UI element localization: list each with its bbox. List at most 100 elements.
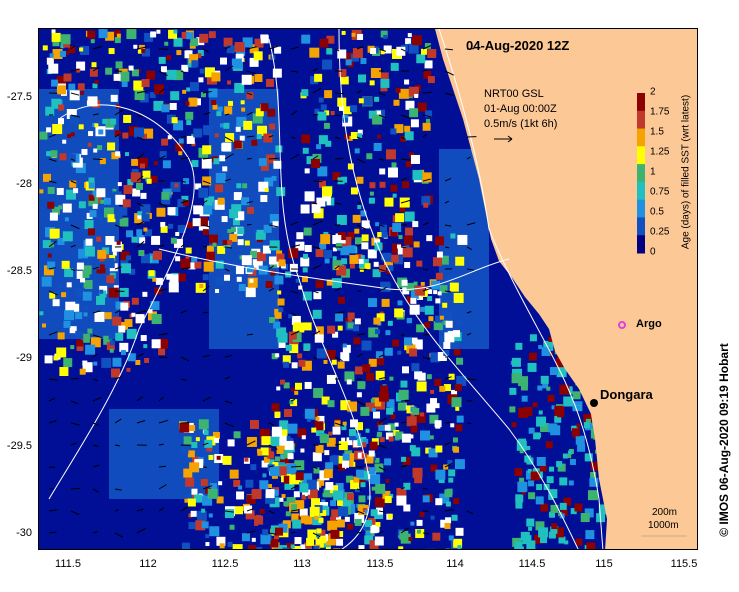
sst-patch bbox=[64, 217, 69, 222]
sst-patch bbox=[337, 361, 345, 369]
sst-patch bbox=[285, 543, 295, 549]
y-tick-label: -28.5 bbox=[6, 265, 32, 277]
sst-patch bbox=[338, 441, 348, 451]
sst-patch bbox=[329, 455, 339, 465]
sst-patch bbox=[225, 133, 235, 143]
sst-patch bbox=[411, 447, 421, 457]
sst-patch bbox=[295, 241, 305, 251]
sst-patch bbox=[390, 62, 399, 71]
current-arrow bbox=[290, 465, 301, 468]
sst-patch bbox=[319, 536, 327, 544]
sst-patch bbox=[98, 29, 108, 39]
sst-patch bbox=[289, 400, 294, 405]
sst-patch bbox=[168, 223, 174, 229]
sst-patch bbox=[277, 426, 288, 437]
sst-patch bbox=[406, 405, 415, 414]
sst-patch bbox=[548, 531, 556, 539]
sst-patch bbox=[585, 530, 595, 540]
sst-patch bbox=[318, 135, 328, 145]
sst-patch bbox=[278, 545, 287, 549]
sst-patch bbox=[175, 143, 184, 152]
current-arrow bbox=[114, 488, 122, 491]
sst-patch bbox=[380, 281, 391, 292]
sst-patch bbox=[326, 201, 331, 206]
sst-patch bbox=[115, 301, 124, 310]
sst-patch bbox=[362, 96, 372, 106]
credit-text: © IMOS 06-Aug-2020 09:19 Hobart bbox=[717, 343, 731, 537]
sst-patch bbox=[105, 31, 115, 41]
sst-patch bbox=[266, 447, 272, 453]
current-arrow bbox=[246, 223, 252, 226]
sst-patch bbox=[189, 462, 200, 473]
sst-patch bbox=[414, 285, 425, 296]
current-arrow bbox=[290, 290, 299, 294]
sst-patch bbox=[298, 285, 303, 290]
sst-patch bbox=[549, 366, 558, 375]
sst-patch bbox=[115, 61, 123, 69]
sst-patch bbox=[269, 538, 279, 548]
current-arrow bbox=[92, 113, 99, 116]
sst-patch bbox=[520, 383, 528, 391]
sst-patch bbox=[373, 142, 382, 151]
current-arrow bbox=[290, 531, 296, 534]
sst-patch bbox=[404, 131, 414, 141]
sst-patch bbox=[180, 258, 191, 269]
sst-patch bbox=[289, 263, 298, 272]
sst-patch bbox=[216, 496, 224, 504]
current-arrow bbox=[136, 396, 143, 402]
sst-patch bbox=[222, 240, 228, 246]
sst-patch bbox=[371, 407, 376, 412]
sst-patch bbox=[522, 535, 532, 545]
sst-patch bbox=[347, 312, 355, 320]
current-arrow bbox=[268, 465, 274, 468]
sst-patch bbox=[249, 278, 254, 283]
colorbar-segment bbox=[637, 235, 645, 254]
sst-patch bbox=[173, 29, 178, 34]
sst-patch bbox=[375, 351, 383, 359]
sst-patch bbox=[79, 368, 86, 375]
sst-patch bbox=[118, 206, 128, 216]
sst-patch bbox=[278, 340, 286, 348]
sst-patch bbox=[438, 477, 445, 484]
sst-patch bbox=[63, 320, 71, 328]
sst-patch bbox=[511, 422, 517, 428]
sst-patch bbox=[360, 58, 367, 65]
sst-patch bbox=[82, 291, 92, 301]
current-arrow bbox=[290, 509, 300, 512]
sst-patch bbox=[274, 411, 281, 418]
sst-patch bbox=[396, 495, 407, 506]
sst-patch bbox=[426, 287, 433, 294]
sst-patch bbox=[173, 238, 183, 248]
sst-patch bbox=[347, 231, 355, 239]
sst-patch bbox=[423, 70, 432, 79]
current-arrow bbox=[268, 157, 279, 160]
sst-patch bbox=[315, 416, 320, 421]
sst-patch bbox=[269, 466, 280, 477]
sst-patch bbox=[399, 205, 406, 212]
sst-patch bbox=[322, 492, 327, 497]
sst-patch bbox=[361, 442, 367, 448]
sst-patch bbox=[94, 311, 105, 322]
sst-patch bbox=[310, 158, 320, 168]
sst-patch bbox=[315, 249, 324, 258]
sst-patch bbox=[442, 302, 448, 308]
sst-patch bbox=[325, 140, 332, 147]
sst-patch bbox=[421, 196, 431, 206]
sst-patch bbox=[219, 543, 225, 549]
sst-patch bbox=[152, 277, 157, 282]
current-arrow bbox=[290, 312, 296, 316]
sst-patch bbox=[429, 435, 434, 440]
sst-patch bbox=[77, 83, 85, 91]
sst-patch bbox=[445, 517, 452, 524]
sst-patch bbox=[324, 90, 333, 99]
sst-patch bbox=[122, 132, 129, 139]
sst-patch bbox=[112, 188, 117, 193]
sst-patch bbox=[302, 291, 312, 301]
sst-patch bbox=[449, 339, 460, 350]
sst-patch bbox=[85, 238, 93, 246]
sst-patch bbox=[262, 245, 271, 254]
sst-patch bbox=[258, 181, 269, 192]
colorbar-tick-label: 2 bbox=[650, 86, 656, 98]
sst-patch bbox=[274, 46, 282, 54]
current-arrow bbox=[114, 376, 122, 380]
